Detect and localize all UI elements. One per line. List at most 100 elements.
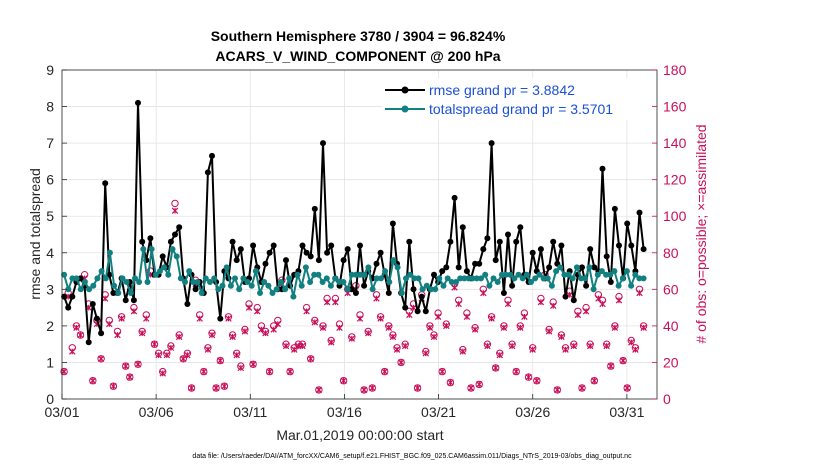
totalspread-point	[190, 279, 197, 285]
obs-assimilated-marker	[69, 348, 76, 355]
obs-possible-marker	[220, 382, 229, 390]
totalspread-point	[398, 290, 405, 296]
obs-possible-marker	[315, 386, 323, 394]
obs-assimilated-marker	[315, 386, 323, 394]
totalspread-point	[302, 264, 309, 271]
rmse-point	[439, 268, 446, 275]
obs-possible-marker	[200, 367, 208, 376]
totalspread-point	[632, 271, 639, 278]
obs-assimilated-marker	[138, 329, 146, 337]
totalspread-point	[636, 275, 643, 282]
obs-assimilated-marker	[262, 329, 269, 337]
totalspread-point	[378, 275, 384, 282]
totalspread-point	[173, 253, 180, 260]
obs-assimilated-marker	[323, 298, 331, 306]
rmse-point	[402, 304, 409, 311]
obs-possible-marker	[134, 360, 142, 368]
totalspread-point	[490, 275, 497, 282]
totalspread-point	[498, 271, 505, 278]
left-y-tick-label: 5	[46, 208, 54, 224]
totalspread-point	[586, 264, 593, 271]
totalspread-point	[98, 268, 105, 275]
totalspread-point	[440, 282, 447, 289]
obs-assimilated-marker	[459, 348, 467, 355]
left-y-tick-label: 6	[46, 172, 54, 188]
obs-assimilated-marker	[241, 328, 249, 335]
rmse-point	[472, 260, 479, 267]
obs-assimilated-marker	[570, 342, 577, 350]
rmse-point	[447, 238, 454, 245]
rmse-point	[299, 242, 306, 249]
totalspread-point	[532, 275, 539, 282]
obs-assimilated-marker	[377, 315, 384, 322]
left-y-tick-label: 7	[46, 135, 54, 151]
totalspread-point	[186, 268, 193, 275]
legend-totalspread-marker	[401, 105, 409, 113]
obs-assimilated-marker	[274, 320, 282, 328]
obs-assimilated-marker	[110, 382, 117, 390]
plot-area	[62, 70, 657, 399]
left-y-axis-label: rmse and totalspread	[27, 168, 43, 300]
rmse-point	[509, 282, 516, 289]
totalspread-point	[348, 271, 355, 278]
obs-assimilated-marker	[77, 331, 84, 339]
left-y-tick-label: 4	[46, 245, 54, 261]
line-series	[61, 99, 647, 346]
obs-assimilated-marker	[208, 331, 216, 339]
obs-assimilated-marker	[336, 324, 343, 331]
totalspread-point	[286, 275, 293, 282]
totalspread-point	[578, 275, 585, 282]
obs-possible-marker	[524, 373, 533, 381]
totalspread-point	[373, 275, 380, 282]
totalspread-point	[548, 282, 555, 289]
obs-assimilated-marker	[463, 313, 471, 320]
totalspread-point	[623, 268, 630, 275]
obs-possible-marker	[590, 377, 598, 385]
rmse-point	[233, 257, 240, 264]
totalspread-point	[503, 271, 509, 278]
obs-assimilated-marker	[393, 346, 401, 353]
totalspread-point	[148, 246, 155, 253]
legend-rmse-marker	[401, 86, 409, 94]
totalspread-point	[536, 271, 543, 278]
obs-assimilated-marker	[106, 320, 113, 328]
obs-assimilated-marker	[484, 342, 491, 350]
obs-assimilated-marker	[159, 370, 166, 377]
totalspread-point	[473, 275, 480, 282]
obs-possible-marker	[171, 199, 179, 208]
rmse-point	[217, 315, 224, 322]
totalspread-point	[603, 271, 610, 278]
obs-assimilated-marker	[134, 361, 142, 368]
totalspread-point	[327, 282, 334, 289]
obs-assimilated-marker	[443, 322, 450, 330]
totalspread-point	[352, 271, 359, 278]
x-tick-label: 03/01	[44, 404, 79, 420]
obs-assimilated-marker	[434, 313, 442, 320]
obs-possible-marker	[307, 355, 315, 363]
obs-possible-marker	[212, 384, 220, 392]
totalspread-point	[403, 275, 409, 282]
rmse-point	[172, 231, 178, 238]
rmse-point	[89, 301, 96, 307]
rmse-point	[229, 238, 236, 245]
totalspread-point	[448, 279, 455, 285]
totalspread-point	[144, 279, 151, 285]
totalspread-point	[169, 246, 176, 253]
obs-possible-marker	[619, 356, 627, 365]
totalspread-point	[357, 271, 364, 278]
obs-possible-marker	[179, 355, 188, 363]
right-y-tick-label: 140	[663, 135, 687, 151]
totalspread-point	[86, 286, 93, 293]
obs-assimilated-marker	[496, 351, 504, 359]
rmse-point	[283, 257, 289, 264]
rmse-point	[517, 224, 524, 231]
left-y-tick-label: 2	[46, 318, 54, 334]
obs-assimilated-marker	[167, 344, 175, 352]
obs-assimilated-marker	[303, 308, 310, 315]
totalspread-point	[294, 271, 301, 278]
obs-assimilated-marker	[623, 384, 631, 392]
totalspread-point	[557, 264, 564, 271]
legend: rmse grand pr = 3.8842 totalspread grand…	[382, 78, 652, 120]
rmse-point	[463, 268, 470, 275]
rmse-point	[484, 235, 491, 242]
